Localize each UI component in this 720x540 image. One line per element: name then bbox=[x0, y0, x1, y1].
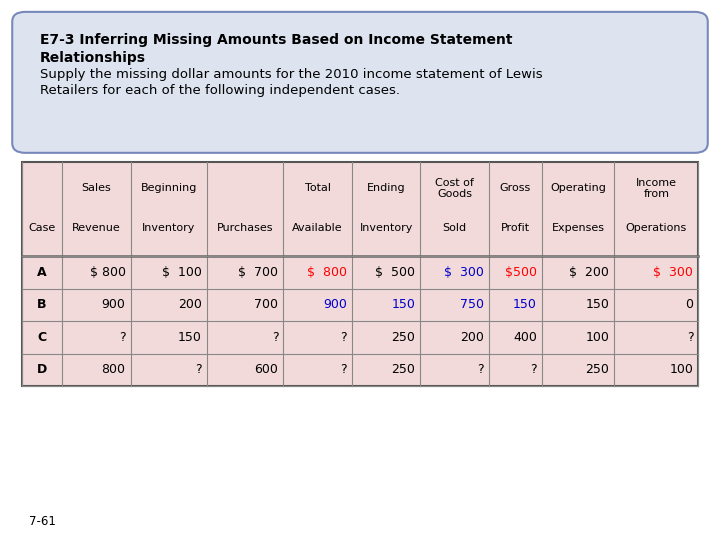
Text: E7-3 Inferring Missing Amounts Based on Income Statement: E7-3 Inferring Missing Amounts Based on … bbox=[40, 33, 512, 48]
Text: Case: Case bbox=[28, 223, 55, 233]
Text: 150: 150 bbox=[178, 331, 202, 344]
Text: Ending: Ending bbox=[366, 184, 405, 193]
Text: ?: ? bbox=[530, 363, 537, 376]
Text: 900: 900 bbox=[323, 299, 347, 312]
Text: Profit: Profit bbox=[501, 223, 530, 233]
Text: B: B bbox=[37, 299, 47, 312]
Text: Sold: Sold bbox=[443, 223, 467, 233]
Text: ?: ? bbox=[271, 331, 278, 344]
Text: 100: 100 bbox=[670, 363, 693, 376]
Text: $  100: $ 100 bbox=[162, 266, 202, 279]
Text: ?: ? bbox=[477, 363, 484, 376]
Text: 250: 250 bbox=[585, 363, 609, 376]
Text: $  700: $ 700 bbox=[238, 266, 278, 279]
Text: $  300: $ 300 bbox=[444, 266, 484, 279]
Text: $  800: $ 800 bbox=[307, 266, 347, 279]
Text: ?: ? bbox=[340, 363, 347, 376]
Text: $500: $500 bbox=[505, 266, 537, 279]
Text: 7-61: 7-61 bbox=[29, 515, 55, 528]
Text: 0: 0 bbox=[685, 299, 693, 312]
Text: ?: ? bbox=[340, 331, 347, 344]
Text: ?: ? bbox=[687, 331, 693, 344]
Text: Available: Available bbox=[292, 223, 343, 233]
Text: Beginning: Beginning bbox=[140, 184, 197, 193]
Text: 150: 150 bbox=[585, 299, 609, 312]
Text: $  300: $ 300 bbox=[654, 266, 693, 279]
Text: Purchases: Purchases bbox=[217, 223, 274, 233]
Text: $ 800: $ 800 bbox=[89, 266, 125, 279]
Text: 100: 100 bbox=[585, 331, 609, 344]
Text: 750: 750 bbox=[460, 299, 484, 312]
Text: Retailers for each of the following independent cases.: Retailers for each of the following inde… bbox=[40, 84, 400, 97]
Text: A: A bbox=[37, 266, 47, 279]
Text: Revenue: Revenue bbox=[72, 223, 121, 233]
Text: 800: 800 bbox=[102, 363, 125, 376]
Text: 900: 900 bbox=[102, 299, 125, 312]
Text: ?: ? bbox=[195, 363, 202, 376]
Text: Cost of
Goods: Cost of Goods bbox=[435, 178, 474, 199]
Text: Income
from: Income from bbox=[636, 178, 677, 199]
Text: 400: 400 bbox=[513, 331, 537, 344]
FancyBboxPatch shape bbox=[12, 12, 708, 153]
Text: 150: 150 bbox=[513, 299, 537, 312]
Text: Supply the missing dollar amounts for the 2010 income statement of Lewis: Supply the missing dollar amounts for th… bbox=[40, 68, 542, 81]
Text: Operations: Operations bbox=[626, 223, 687, 233]
Text: $  500: $ 500 bbox=[375, 266, 415, 279]
Text: ?: ? bbox=[119, 331, 125, 344]
Text: Inventory: Inventory bbox=[359, 223, 413, 233]
Text: Gross: Gross bbox=[500, 184, 531, 193]
Text: 250: 250 bbox=[392, 331, 415, 344]
Text: C: C bbox=[37, 331, 46, 344]
Text: Relationships: Relationships bbox=[40, 51, 145, 65]
Text: Inventory: Inventory bbox=[142, 223, 196, 233]
Text: 150: 150 bbox=[392, 299, 415, 312]
Text: Sales: Sales bbox=[81, 184, 112, 193]
Text: D: D bbox=[37, 363, 47, 376]
Text: 700: 700 bbox=[254, 299, 278, 312]
FancyBboxPatch shape bbox=[22, 162, 698, 386]
Text: 250: 250 bbox=[392, 363, 415, 376]
Text: Expenses: Expenses bbox=[552, 223, 605, 233]
Text: 600: 600 bbox=[254, 363, 278, 376]
Text: Total: Total bbox=[305, 184, 330, 193]
Text: $  200: $ 200 bbox=[570, 266, 609, 279]
Text: 200: 200 bbox=[178, 299, 202, 312]
Text: Operating: Operating bbox=[550, 184, 606, 193]
Text: 200: 200 bbox=[460, 331, 484, 344]
